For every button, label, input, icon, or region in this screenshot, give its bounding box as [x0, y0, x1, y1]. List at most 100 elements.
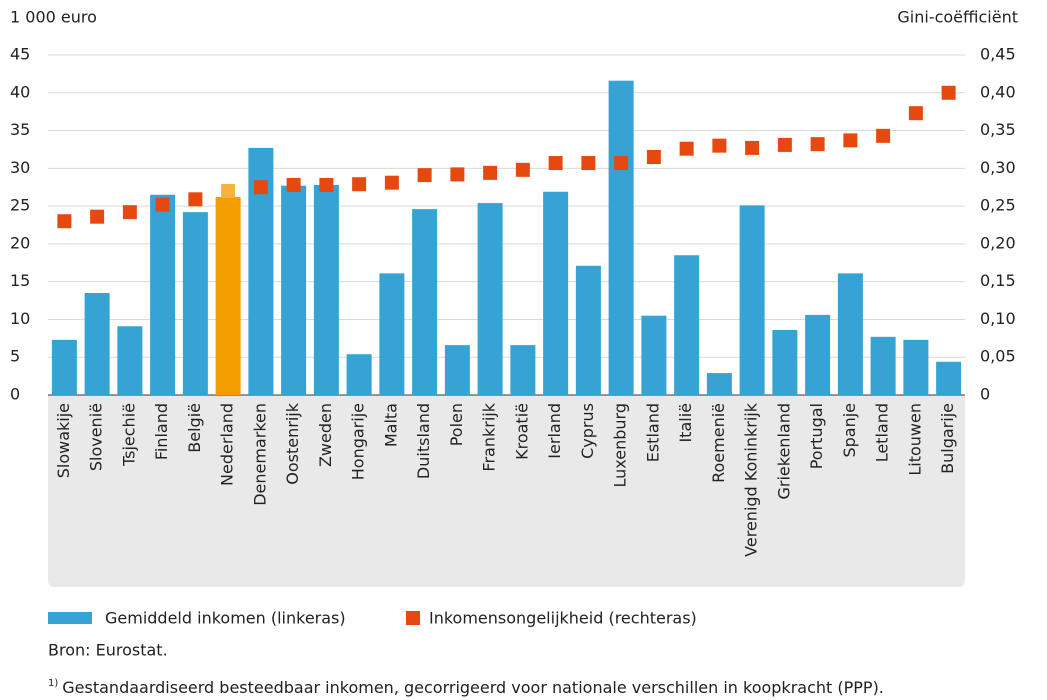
- x-tick-label: Nederland: [218, 403, 237, 486]
- bar: [805, 314, 831, 395]
- marker: [745, 140, 760, 155]
- bar: [772, 330, 798, 395]
- x-tick-label: Roemenië: [709, 403, 728, 483]
- y-tick-label: 0: [10, 385, 20, 404]
- x-tick-label: Griekenland: [774, 403, 793, 500]
- x-tick-label: Slovenië: [87, 403, 106, 471]
- x-tick-label: Litouwen: [905, 403, 924, 476]
- y2-tick-label: 0,35: [980, 120, 1016, 139]
- x-tick-label: Kroatië: [512, 403, 531, 460]
- x-tick-label: Italië: [676, 403, 695, 443]
- y-tick-label: 45: [10, 45, 30, 64]
- bar: [510, 345, 536, 395]
- source: Bron: Eurostat.: [48, 641, 168, 660]
- y-tick-label: 15: [10, 271, 30, 290]
- x-tick-label: Oostenrijk: [283, 402, 302, 484]
- y2-tick-label: 0: [980, 385, 990, 404]
- bar: [150, 194, 176, 395]
- y-axis-label: 1 000 euro: [10, 8, 97, 27]
- y2-tick-label: 0,15: [980, 271, 1016, 290]
- x-tick-label: Denemarken: [250, 403, 269, 506]
- y-tick-label: 35: [10, 120, 30, 139]
- marker: [810, 137, 825, 152]
- marker: [646, 150, 661, 164]
- bar: [444, 345, 470, 395]
- bar: [674, 255, 700, 395]
- bar: [313, 184, 339, 395]
- marker: [319, 177, 334, 192]
- marker: [941, 85, 956, 100]
- y-tick-label: 5: [10, 347, 20, 366]
- marker: [712, 138, 727, 153]
- bar: [870, 336, 896, 395]
- label-panel: [48, 395, 965, 587]
- marker: [417, 168, 432, 183]
- legend-label: Inkomensongelijkheid (rechteras): [429, 609, 697, 628]
- marker: [286, 177, 301, 192]
- x-tick-label: Luxenburg: [611, 403, 630, 487]
- marker: [843, 133, 858, 148]
- y2-tick-label: 0,25: [980, 196, 1016, 215]
- bar: [936, 361, 962, 395]
- bar: [477, 203, 503, 395]
- y2-tick-label: 0,45: [980, 45, 1016, 64]
- x-tick-label: Slowakije: [54, 403, 73, 478]
- x-tick-label: België: [185, 403, 204, 453]
- x-tick-label: Spanje: [840, 403, 859, 458]
- bar: [739, 205, 765, 395]
- footnote: 1) Gestandaardiseerd besteedbaar inkomen,…: [48, 678, 884, 697]
- y-tick-label: 20: [10, 233, 30, 252]
- bar: [575, 265, 601, 395]
- x-tick-label: Cyprus: [578, 403, 597, 459]
- marker: [515, 162, 530, 177]
- y-tick-label: 10: [10, 309, 30, 328]
- marker: [483, 165, 498, 180]
- y2-tick-label: 0,20: [980, 233, 1016, 252]
- x-tick-label: Hongarije: [349, 403, 368, 480]
- marker: [253, 180, 268, 195]
- marker: [614, 156, 629, 171]
- bar: [706, 373, 732, 395]
- bar: [641, 315, 667, 395]
- x-tick-label: Estland: [643, 403, 662, 462]
- y-tick-label: 25: [10, 196, 30, 215]
- marker: [581, 156, 596, 171]
- legend-label: Gemiddeld inkomen (linkeras): [105, 609, 346, 628]
- bar: [51, 339, 77, 395]
- bar: [837, 273, 863, 395]
- marker: [221, 184, 236, 198]
- marker: [876, 128, 891, 143]
- marker: [908, 106, 923, 121]
- y2-axis-label: Gini-coëfficiënt: [897, 8, 1018, 27]
- legend-swatch: [406, 611, 420, 625]
- bar: [608, 80, 634, 395]
- x-tick-label: Verenigd Koninkrijk: [742, 402, 761, 557]
- marker: [384, 175, 399, 190]
- y2-tick-label: 0,10: [980, 309, 1016, 328]
- x-tick-label: Portugal: [807, 403, 826, 469]
- y2-tick-label: 0,30: [980, 158, 1016, 177]
- x-tick-label: Finland: [152, 403, 171, 460]
- bar: [412, 209, 438, 395]
- y-tick-label: 30: [10, 158, 30, 177]
- footnote-marker: 1): [48, 678, 58, 689]
- marker: [548, 156, 563, 171]
- marker: [122, 205, 137, 220]
- y2-tick-label: 0,05: [980, 347, 1016, 366]
- bar: [281, 185, 307, 395]
- bar: [182, 212, 208, 395]
- y2-tick-label: 0,40: [980, 82, 1016, 101]
- footnote-text: Gestandaardiseerd besteedbaar inkomen, g…: [62, 678, 884, 697]
- bar: [117, 326, 143, 395]
- x-tick-label: Zweden: [316, 403, 335, 467]
- bar: [543, 191, 569, 395]
- marker: [679, 141, 694, 156]
- bar: [84, 293, 110, 395]
- marker: [450, 167, 465, 182]
- marker: [155, 197, 170, 212]
- marker: [188, 192, 203, 207]
- marker: [90, 209, 105, 224]
- x-tick-label: Malta: [381, 403, 400, 447]
